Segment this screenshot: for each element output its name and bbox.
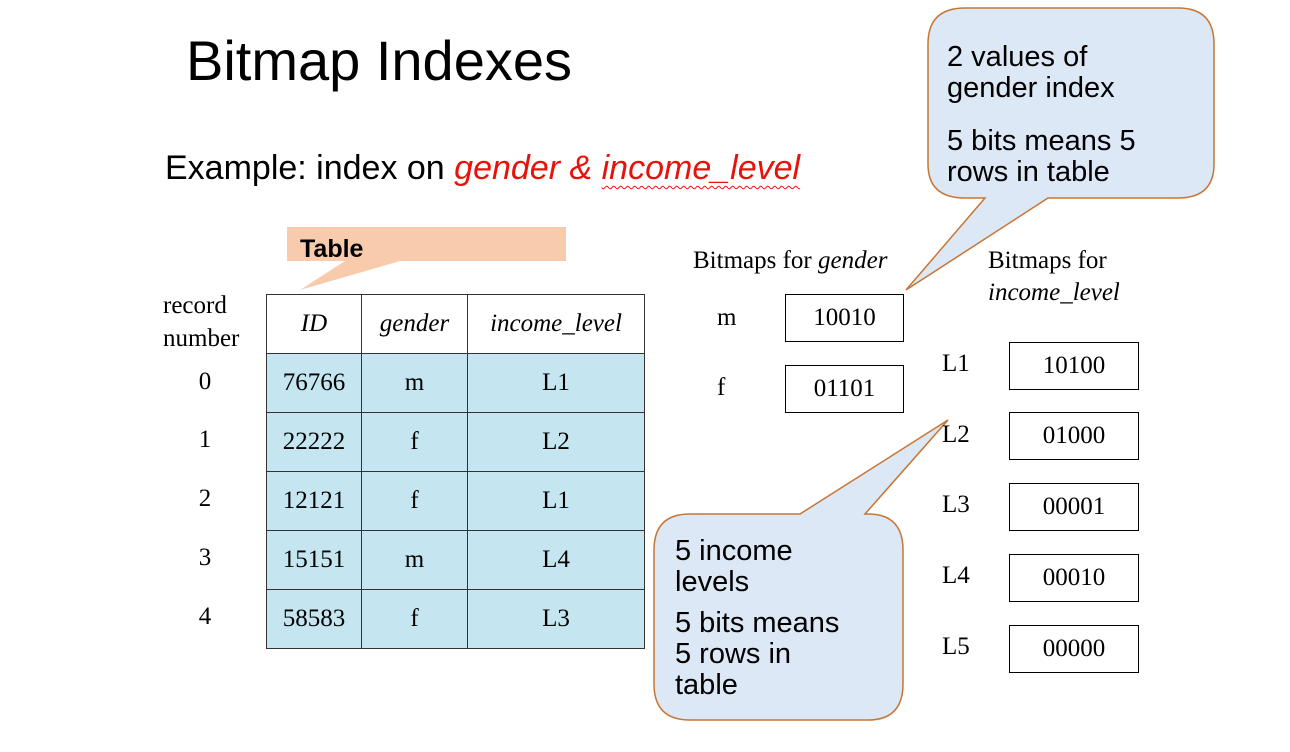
- cell-income: L1: [467, 471, 645, 531]
- cell-gender: f: [361, 589, 468, 649]
- income-bitmap-key: L2: [942, 421, 970, 448]
- subtitle-connector: &: [560, 149, 602, 187]
- income-callout-line: 5 rows in: [675, 638, 792, 670]
- income-bitmaps-heading-prefix: Bitmaps for: [988, 247, 1107, 274]
- income-bitmaps-heading-attr: income_level: [988, 279, 1120, 306]
- cell-id: 12121: [266, 471, 362, 531]
- income-callout-line: levels: [675, 566, 750, 598]
- cell-gender: f: [361, 412, 468, 472]
- table-label-banner: [287, 227, 566, 290]
- table-label: Table: [300, 235, 364, 263]
- record-number-header: record number: [163, 289, 239, 355]
- column-header-income-level: income_level: [467, 294, 645, 354]
- cell-gender: m: [361, 530, 468, 590]
- gender-callout-bubble: [905, 7, 1215, 291]
- record-header-line2: number: [163, 325, 240, 352]
- cell-id: 76766: [266, 353, 362, 413]
- record-number: 2: [198, 485, 212, 512]
- gender-bitmaps-heading-attr: gender: [818, 247, 888, 274]
- subtitle-prefix: Example: index on: [165, 149, 455, 187]
- income-bitmap-box: 01000: [1009, 412, 1139, 460]
- income-bitmaps-heading: Bitmaps for income_level: [988, 245, 1120, 309]
- gender-bitmap-box: 10010: [785, 294, 904, 342]
- record-number: 4: [198, 603, 212, 630]
- record-header-line1: record: [163, 292, 227, 319]
- income-bitmap-key: L3: [942, 491, 970, 518]
- column-header-gender: gender: [361, 294, 468, 354]
- cell-gender: f: [361, 471, 468, 531]
- subtitle: Example: index on gender & income_level: [165, 146, 800, 190]
- cell-income: L2: [467, 412, 645, 472]
- record-number: 3: [198, 544, 212, 571]
- cell-income: L1: [467, 353, 645, 413]
- income-bitmap-box: 00001: [1009, 483, 1139, 531]
- gender-bitmaps-heading: Bitmaps for gender: [693, 245, 887, 277]
- gender-callout-line: gender index: [947, 72, 1115, 104]
- gender-bitmaps-heading-prefix: Bitmaps for: [693, 247, 818, 274]
- subtitle-attr-gender: gender: [454, 149, 561, 187]
- cell-income: L4: [467, 530, 645, 590]
- record-number: 1: [198, 426, 212, 453]
- page-title: Bitmap Indexes: [186, 29, 572, 92]
- records-table: ID gender income_level 76766 m L1 22222 …: [266, 294, 645, 649]
- record-number: 0: [198, 368, 212, 395]
- table-row: 22222 f L2: [266, 412, 645, 472]
- income-callout-line: 5 bits means: [675, 607, 840, 639]
- cell-income: L3: [467, 589, 645, 649]
- income-callout-line: 5 income: [675, 535, 793, 567]
- cell-gender: m: [361, 353, 468, 413]
- income-bitmap-key: L1: [942, 350, 970, 377]
- table-header-row: ID gender income_level: [266, 294, 645, 354]
- cell-id: 15151: [266, 530, 362, 590]
- income-bitmap-key: L5: [942, 633, 970, 660]
- income-bitmap-box: 00000: [1009, 625, 1139, 673]
- column-header-id: ID: [266, 294, 362, 354]
- gender-callout-line: 5 bits means 5: [947, 125, 1136, 157]
- income-callout-bubble: [653, 419, 949, 721]
- income-callout-line: table: [675, 669, 738, 701]
- gender-callout-line: rows in table: [947, 156, 1110, 188]
- table-row: 58583 f L3: [266, 589, 645, 649]
- income-callout-text: 5 income levels 5 bits means 5 rows in t…: [675, 536, 839, 701]
- income-bitmap-box: 00010: [1009, 554, 1139, 602]
- gender-bitmap-box: 01101: [785, 365, 904, 413]
- table-row: 12121 f L1: [266, 471, 645, 531]
- gender-bitmap-key: m: [717, 304, 737, 331]
- gender-bitmap-key: f: [717, 374, 726, 401]
- cell-id: 22222: [266, 412, 362, 472]
- table-row: 15151 m L4: [266, 530, 645, 590]
- income-bitmap-box: 10100: [1009, 342, 1139, 390]
- income-bitmap-key: L4: [942, 562, 970, 589]
- gender-callout-text: 2 values of gender index 5 bits means 5 …: [947, 42, 1136, 188]
- subtitle-attr-income: income_level: [601, 149, 801, 187]
- gender-callout-line: 2 values of: [947, 41, 1088, 73]
- table-row: 76766 m L1: [266, 353, 645, 413]
- cell-id: 58583: [266, 589, 362, 649]
